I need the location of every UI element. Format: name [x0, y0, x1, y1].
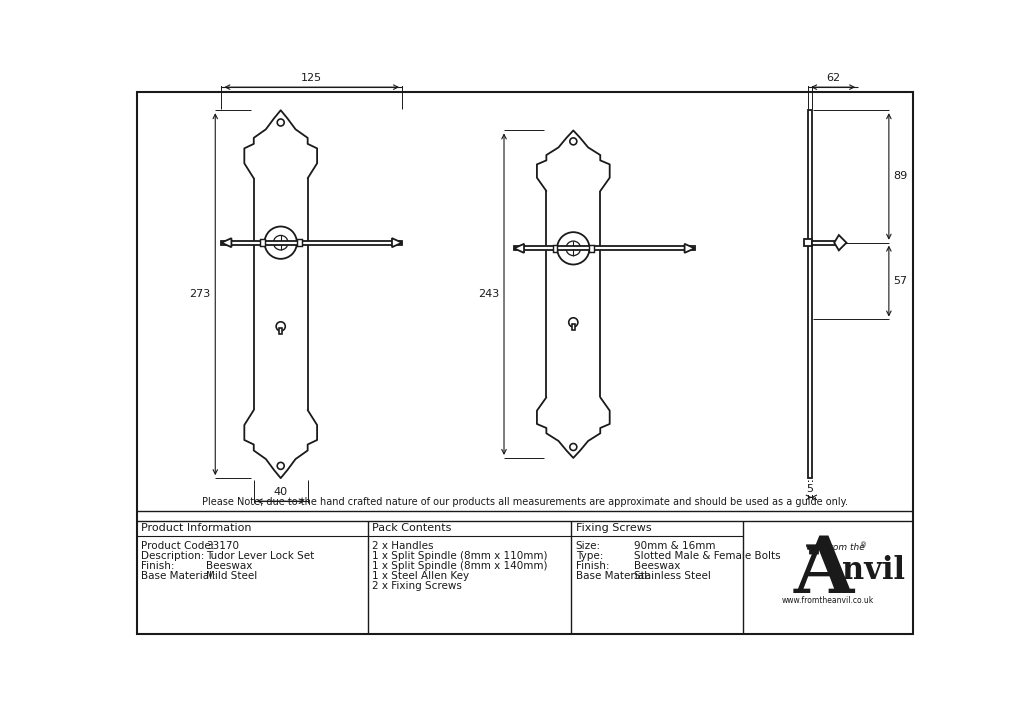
Bar	[297, 239, 301, 246]
Text: 57: 57	[894, 276, 907, 286]
Text: Finish:: Finish:	[141, 561, 175, 571]
Text: Slotted Male & Female Bolts: Slotted Male & Female Bolts	[634, 551, 780, 561]
Bar	[808, 110, 812, 478]
Text: Finish:: Finish:	[575, 561, 609, 571]
Text: Product Code:: Product Code:	[141, 541, 215, 551]
Text: ®: ®	[860, 543, 867, 549]
Text: Type:: Type:	[575, 551, 603, 561]
Text: 1 x Split Spindle (8mm x 140mm): 1 x Split Spindle (8mm x 140mm)	[373, 561, 548, 571]
Polygon shape	[806, 545, 821, 554]
Polygon shape	[221, 238, 231, 247]
Bar	[514, 246, 694, 250]
Polygon shape	[514, 244, 524, 253]
Bar	[590, 245, 594, 252]
Bar	[812, 241, 839, 244]
Text: Please Note, due to the hand crafted nature of our products all measurements are: Please Note, due to the hand crafted nat…	[202, 497, 848, 507]
Bar	[260, 239, 264, 246]
Text: 33170: 33170	[206, 541, 239, 551]
Text: From the: From the	[824, 544, 865, 552]
Text: 89: 89	[894, 171, 907, 181]
Text: Pack Contents: Pack Contents	[373, 523, 452, 533]
Text: Fixing Screws: Fixing Screws	[575, 523, 651, 533]
Text: 5: 5	[807, 483, 813, 493]
Text: Description:: Description:	[141, 551, 205, 561]
Bar	[221, 241, 402, 244]
Text: 125: 125	[301, 73, 323, 83]
Text: 273: 273	[189, 289, 211, 299]
Text: Base Material:: Base Material:	[575, 571, 650, 581]
Bar	[280, 328, 283, 334]
Text: 2 x Handles: 2 x Handles	[373, 541, 434, 551]
Bar	[804, 239, 812, 247]
Text: 2 x Fixing Screws: 2 x Fixing Screws	[373, 581, 462, 591]
Text: Product Information: Product Information	[141, 523, 252, 533]
Text: Size:: Size:	[575, 541, 601, 551]
Polygon shape	[685, 244, 694, 253]
Text: Mild Steel: Mild Steel	[206, 571, 257, 581]
Text: Base Material:: Base Material:	[141, 571, 216, 581]
Text: Beeswax: Beeswax	[206, 561, 252, 571]
Text: 1 x Steel Allen Key: 1 x Steel Allen Key	[373, 571, 469, 581]
Text: nvil: nvil	[842, 556, 904, 587]
Text: 243: 243	[478, 289, 500, 299]
Bar	[553, 245, 557, 252]
Polygon shape	[835, 235, 847, 250]
Text: www.fromtheanvil.co.uk: www.fromtheanvil.co.uk	[781, 596, 873, 605]
Bar	[571, 324, 574, 330]
Text: Tudor Lever Lock Set: Tudor Lever Lock Set	[206, 551, 314, 561]
Text: Beeswax: Beeswax	[634, 561, 681, 571]
Text: 40: 40	[273, 487, 288, 498]
Text: Stainless Steel: Stainless Steel	[634, 571, 711, 581]
Polygon shape	[392, 238, 402, 247]
Text: A: A	[794, 533, 854, 609]
Text: 62: 62	[826, 73, 840, 83]
Text: 1 x Split Spindle (8mm x 110mm): 1 x Split Spindle (8mm x 110mm)	[373, 551, 548, 561]
Text: 90mm & 16mm: 90mm & 16mm	[634, 541, 716, 551]
